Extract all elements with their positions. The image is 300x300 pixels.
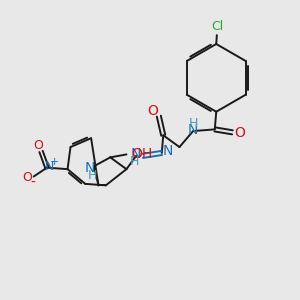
Text: H: H: [130, 155, 140, 168]
Text: O: O: [148, 104, 158, 118]
Text: N: N: [188, 123, 199, 137]
Text: O: O: [33, 139, 43, 152]
Text: O: O: [22, 171, 32, 184]
Text: N: N: [85, 161, 95, 175]
Text: Cl: Cl: [211, 20, 224, 33]
Text: N: N: [45, 160, 55, 173]
Text: +: +: [50, 158, 59, 167]
Text: -: -: [30, 176, 35, 190]
Text: N: N: [163, 145, 173, 158]
Text: H: H: [88, 169, 97, 182]
Text: OH: OH: [131, 147, 152, 161]
Text: N: N: [131, 147, 141, 161]
Text: H: H: [189, 117, 198, 130]
Text: O: O: [234, 126, 245, 140]
